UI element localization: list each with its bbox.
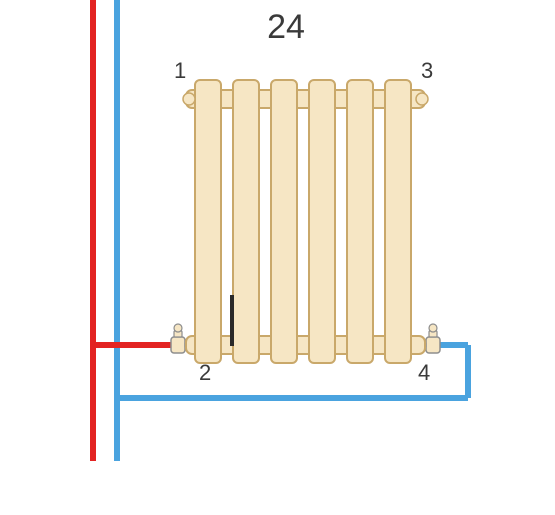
connection-label-1: 1 (174, 58, 186, 83)
radiator-section-2 (271, 80, 297, 363)
diagram-title: 24 (267, 8, 305, 46)
radiator-inner-mark (230, 295, 234, 346)
valve-right-knob (429, 324, 437, 332)
radiator-section-5 (385, 80, 411, 363)
connection-label-2: 2 (199, 360, 211, 385)
radiator-plug-1 (416, 93, 428, 105)
radiator (183, 80, 428, 363)
valve-left-knob (174, 324, 182, 332)
radiator-section-1 (233, 80, 259, 363)
valve-right-body (426, 337, 440, 353)
valve-left-body (171, 337, 185, 353)
radiator-plug-0 (183, 93, 195, 105)
connection-label-3: 3 (421, 58, 433, 83)
connection-label-4: 4 (418, 360, 430, 385)
radiator-section-4 (347, 80, 373, 363)
radiator-section-3 (309, 80, 335, 363)
radiator-section-0 (195, 80, 221, 363)
